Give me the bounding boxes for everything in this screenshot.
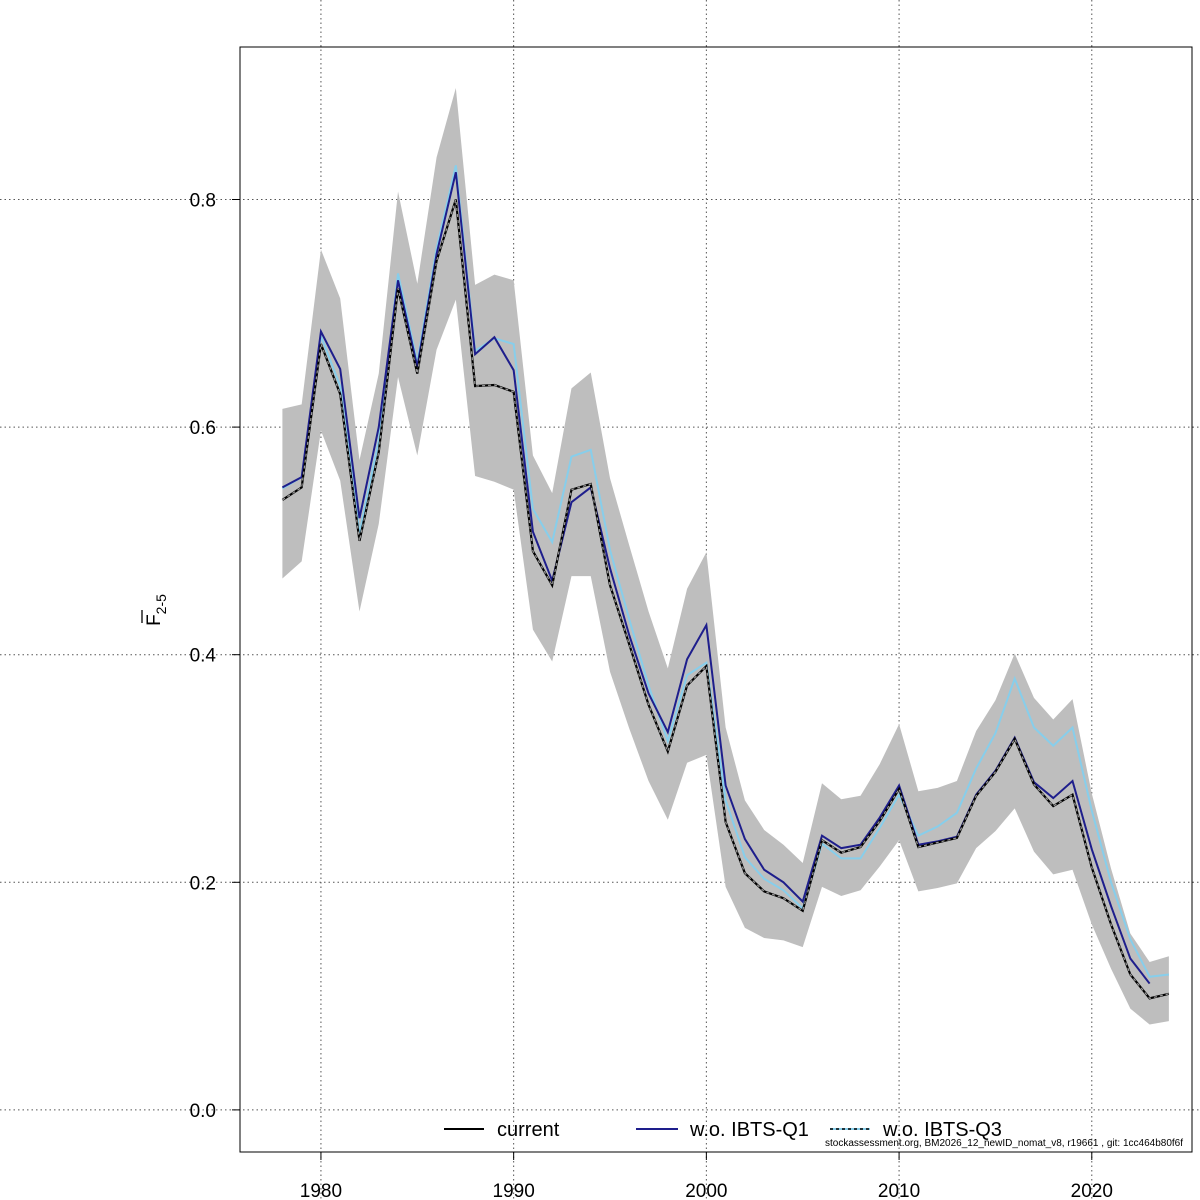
series-lines — [281, 165, 1170, 1000]
x-tick-label: 1980 — [300, 1181, 342, 1200]
y-tick-label: 0.8 — [190, 190, 216, 211]
y-axis-label-subscript: 2-5 — [153, 594, 169, 614]
y-tick-label: 0.6 — [190, 418, 216, 439]
y-tick-label: 0.4 — [190, 646, 217, 667]
legend-label: w.o. IBTS-Q3 — [882, 1119, 1002, 1141]
legend-label: w.o. IBTS-Q1 — [689, 1119, 809, 1141]
confidence-band — [282, 87, 1169, 1025]
x-tick-label: 2020 — [1071, 1181, 1113, 1200]
series-line-current-dashed-overlay — [282, 199, 1170, 1000]
x-axis: 1980 1990 2000 2010 2020 — [300, 1152, 1113, 1200]
x-tick-label: 2000 — [685, 1181, 727, 1200]
x-tick-label: 2010 — [878, 1181, 920, 1200]
y-tick-label: 0.2 — [190, 873, 216, 894]
y-axis-label-text: F2-5 — [144, 594, 169, 626]
y-axis-label-main: F — [144, 614, 165, 626]
confidence-band-area — [282, 87, 1169, 1025]
legend: current w.o. IBTS-Q1 w.o. IBTS-Q3 — [444, 1119, 1002, 1141]
x-tick-label: 1990 — [493, 1181, 535, 1200]
legend-label: current — [497, 1119, 560, 1141]
y-tick-label: 0.0 — [190, 1101, 216, 1122]
y-axis-label: F2-5 — [141, 594, 169, 626]
plot-frame — [239, 46, 1193, 1153]
footnote: stockassessment.org, BM2026_12_newID_nom… — [825, 1138, 1183, 1149]
y-axis: 0.0 0.2 0.4 0.6 0.8 — [190, 190, 240, 1122]
